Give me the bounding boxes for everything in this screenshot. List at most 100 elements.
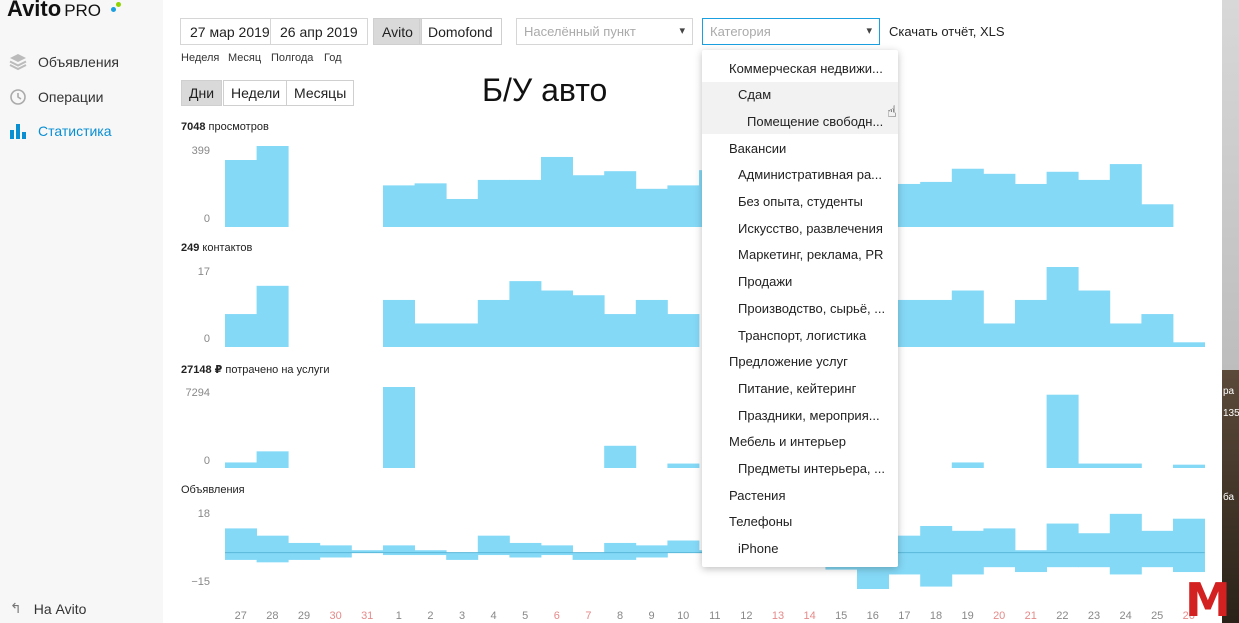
category-option[interactable]: iPhone [738,541,779,557]
chart-bar [541,545,573,556]
chart-bar [256,451,289,468]
category-option[interactable]: Предложение услуг [729,354,848,370]
sidebar-link-to-avito[interactable]: ↰ На Avito [10,600,87,617]
sidebar-item-statistics[interactable]: Статистика [8,120,112,142]
category-option[interactable]: Сдам [702,81,898,108]
chart-bar [1109,323,1142,347]
chart-bar [509,542,542,558]
x-tick-label: 18 [930,610,942,622]
x-tick-label: 12 [740,610,752,622]
location-select[interactable]: Населённый пункт ▾ [516,18,693,45]
chart-bar [1109,164,1142,227]
period-week-link[interactable]: Неделя [181,52,220,64]
date-to-picker[interactable]: 26 апр 2019 [270,18,368,45]
category-option[interactable]: Продажи [738,274,793,290]
category-option[interactable]: Без опыта, студенты [738,194,863,209]
sidebar-item-label: Статистика [38,123,112,139]
chart-bar [604,314,637,347]
chart-bar [983,323,1016,347]
x-tick-label: 20 [993,610,1005,622]
chart-bar [604,171,637,227]
avito-pro-logo[interactable]: Avito PRO [7,0,102,21]
chevron-down-icon: ▾ [679,25,685,37]
x-tick-label: 9 [649,610,655,622]
category-option[interactable]: Помещение свободн... [702,108,898,135]
period-month-link[interactable]: Месяц [228,52,262,64]
chart-bar [383,387,415,468]
category-option[interactable]: Вакансии [729,140,787,156]
spent-total-label: 27148 ₽ потрачено на услуги [181,364,330,376]
x-tick-label: 10 [677,610,689,622]
period-year-link[interactable]: Год [324,52,342,64]
chart-bar [1141,204,1174,227]
category-option[interactable]: Искусство, развлечения [738,220,883,236]
source-avito-button[interactable]: Avito [373,18,422,45]
edge-text: 135 [1223,408,1239,419]
sidebar-item-ads[interactable]: Объявления [8,51,119,73]
granularity-weeks-button[interactable]: Недели [223,80,289,106]
x-tick-label: 24 [1119,610,1131,622]
chart-bar [920,181,953,227]
granularity-days-button[interactable]: Дни [181,80,223,106]
chart-bar [1078,179,1111,227]
x-tick-label: 16 [867,610,879,622]
chart-bar [256,146,289,227]
chart-bar [667,185,700,227]
contacts-total-label: 249 контактов [181,242,253,254]
chart-bar [509,281,542,347]
category-select[interactable]: Категория ▾ [702,18,880,45]
category-option[interactable]: Транспорт, логистика [738,327,867,343]
category-option[interactable]: Маркетинг, реклама, PR [738,247,884,263]
edge-text: ра [1223,386,1235,397]
x-tick-label: 2 [427,610,433,622]
source-domofond-button[interactable]: Domofond [419,18,502,45]
period-half-year-link[interactable]: Полгода [271,52,314,64]
category-option[interactable]: Телефоны [729,514,793,530]
overlay-caption: Б/У авто [482,72,608,108]
chart-bar [541,290,573,347]
logo-dot-green [116,2,121,7]
sidebar-item-operations[interactable]: Операции [8,86,104,108]
granularity-months-button[interactable]: Месяцы [286,80,355,106]
ads-min-tick: −15 [191,576,210,588]
category-option[interactable]: Праздники, мероприя... [738,407,880,423]
download-xls-link[interactable]: Скачать отчёт, XLS [889,24,1005,39]
chart-bar [256,535,289,563]
chart-bar [383,299,415,347]
sidebar-item-label: Операции [38,89,104,105]
chart-bar [351,550,384,553]
x-tick-label: 8 [617,610,623,622]
x-tick-label: 17 [898,610,910,622]
chart-bar [951,462,984,468]
category-option[interactable]: Предметы интерьера, ... [738,461,885,476]
category-option[interactable]: Административная ра... [738,167,883,183]
x-tick-label: 15 [835,610,847,622]
ads-chart-label: Объявления [181,484,245,496]
chart-bar [1046,394,1079,468]
category-option[interactable]: Производство, сырьё, ... [738,300,886,316]
category-option[interactable]: Коммерческая недвижи... [729,60,883,76]
x-tick-label: 3 [459,610,465,622]
x-tick-label: 7 [585,610,591,622]
category-option[interactable]: Растения [729,487,786,503]
chart-bar [256,285,289,347]
x-tick-label: 25 [1151,610,1163,622]
chart-bar [383,185,415,227]
chart-bar [1015,550,1047,573]
chart-bar [1173,518,1205,573]
chart-bar [288,542,321,560]
x-tick-label: 1 [396,610,402,622]
category-option[interactable]: Питание, кейтеринг [738,380,857,396]
x-tick-label: 4 [491,610,497,622]
category-dropdown[interactable]: Коммерческая недвижи... Сдам Помещение сво… [702,50,898,567]
category-option[interactable]: Мебель и интерьер [729,434,846,450]
views-max-tick: 399 [191,145,210,157]
layers-icon [8,52,28,72]
chart-bar [477,299,510,347]
chart-bar [572,552,605,560]
arrow-back-icon: ↰ [10,600,22,616]
chart-bar [225,528,257,560]
chart-bar [983,173,1016,227]
chart-bar [1109,513,1142,575]
chart-bar [667,540,700,553]
